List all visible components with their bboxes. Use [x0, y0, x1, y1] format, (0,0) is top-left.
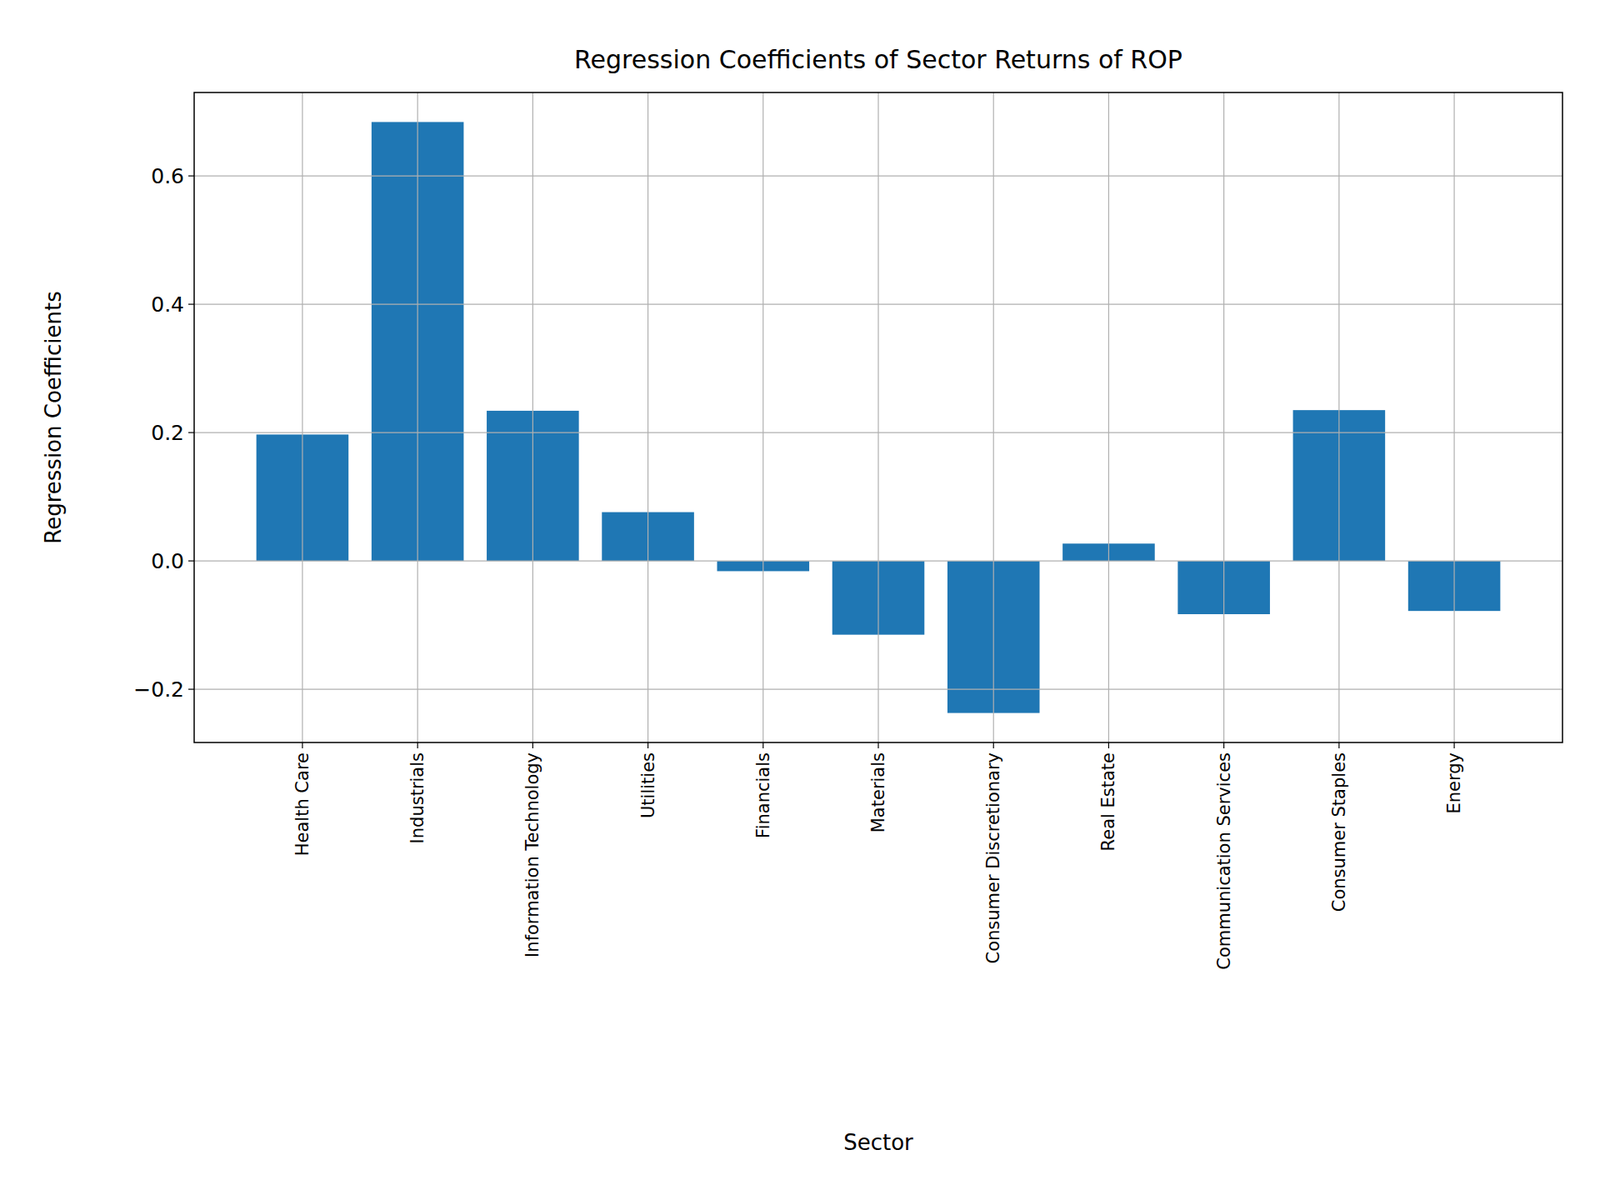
title: Regression Coefficients of Sector Return…: [574, 45, 1183, 75]
x-tick-label: Consumer Discretionary: [983, 752, 1004, 965]
grid-line: [647, 92, 649, 743]
background: [0, 0, 1600, 1200]
grid-line: [762, 92, 764, 743]
grid: [194, 92, 1563, 743]
x-tick: [993, 742, 995, 749]
y-tick-label: 0.6: [150, 164, 185, 189]
grid-line: [993, 92, 995, 743]
y-tick-label: −0.2: [133, 677, 185, 702]
grid-line: [301, 92, 303, 743]
grid-line: [877, 92, 879, 743]
y-tick-label: 0.4: [150, 292, 185, 317]
y-tick: [188, 688, 195, 690]
x-tick: [1453, 742, 1455, 749]
y-tick: [188, 560, 195, 561]
page: {"chart_data": {"type": "bar", "title": …: [0, 0, 1600, 1200]
x-tick: [301, 742, 303, 749]
x-tick: [1223, 742, 1225, 749]
x-tick-label: Materials: [868, 752, 889, 833]
x-tick-label: Industrials: [407, 752, 428, 844]
grid-line: [1108, 92, 1110, 743]
chart: −0.2 0.0 0.2 0.4 0.6 Health Care Industrials In…: [0, 0, 1600, 1200]
x-tick: [647, 742, 649, 749]
grid-line: [1338, 92, 1340, 743]
x-tick-label: Information Technology: [522, 752, 543, 958]
y-tick: [188, 303, 195, 305]
x-tick: [532, 742, 534, 749]
grid-line: [1453, 92, 1455, 743]
x-tick-label: Real Estate: [1098, 752, 1119, 851]
grid-line: [1223, 92, 1225, 743]
x-tick: [417, 742, 419, 749]
x-tick: [1338, 742, 1340, 749]
x-tick-label: Health Care: [292, 752, 313, 856]
x-tick: [762, 742, 764, 749]
plot-frame: [194, 92, 1563, 743]
x-axis-label: Sector: [843, 1130, 914, 1155]
y-axis-label: Regression Coefficients: [40, 290, 66, 544]
x-tick: [1108, 742, 1110, 749]
x-tick-label: Utilities: [638, 752, 659, 819]
y-tick: [188, 431, 195, 433]
x-tick-label: Energy: [1444, 752, 1465, 815]
grid-line: [532, 92, 534, 743]
x-tick-label: Communication Services: [1214, 752, 1235, 970]
grid-line: [417, 92, 419, 743]
x-tick-label: Financials: [753, 752, 774, 839]
y-tick-label: 0.0: [150, 549, 185, 574]
y-tick: [188, 175, 195, 176]
x-tick: [877, 742, 879, 749]
y-tick-label: 0.2: [150, 420, 185, 445]
x-tick-label: Consumer Staples: [1329, 752, 1350, 912]
